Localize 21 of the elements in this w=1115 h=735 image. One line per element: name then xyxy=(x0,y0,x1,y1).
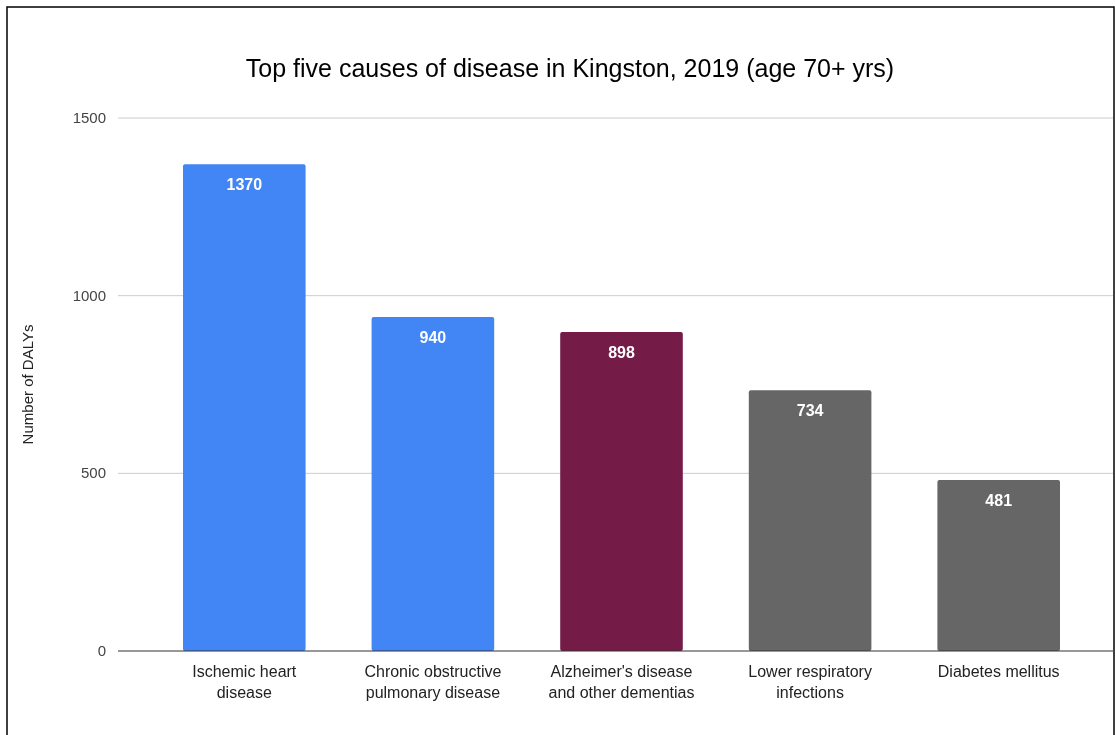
chart-title: Top five causes of disease in Kingston, 2019 (age 70+ yrs) xyxy=(245,54,895,82)
y-tick-label: 500 xyxy=(80,464,106,482)
data-label: 481 xyxy=(985,492,1013,510)
bar xyxy=(183,164,306,651)
bar xyxy=(560,331,683,651)
data-label: 940 xyxy=(419,328,447,346)
bar xyxy=(748,390,872,651)
y-axis-title: Number of DALYs xyxy=(19,324,36,445)
y-tick-label: 0 xyxy=(97,642,106,659)
data-label: 898 xyxy=(608,343,635,361)
data-label: 1370 xyxy=(226,176,263,194)
data-label: 734 xyxy=(796,402,824,420)
x-tick-label: Diabetes mellitus xyxy=(937,663,1060,680)
bar xyxy=(937,480,1060,651)
x-tick-label: Lower respiratory infections xyxy=(748,663,872,701)
y-tick-label: 1000 xyxy=(72,286,106,304)
bar xyxy=(371,316,495,651)
x-tick-label: Chronic obstructive pulmonary disease xyxy=(364,663,502,701)
x-tick-label: Ischemic heart disease xyxy=(192,663,297,701)
x-tick-label: Alzheimer's disease and other dementias xyxy=(548,663,695,701)
y-tick-label: 1500 xyxy=(72,109,106,126)
